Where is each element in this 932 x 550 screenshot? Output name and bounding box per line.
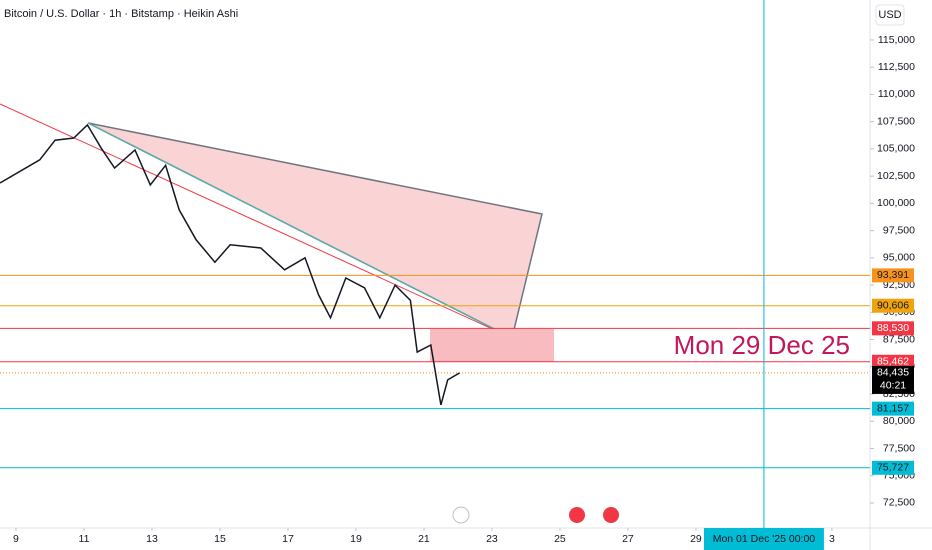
level-label-box [872, 460, 914, 475]
annotation: Mon 29 Dec 25 [674, 330, 850, 360]
x-tick-label: 29 [690, 533, 702, 545]
event-icon[interactable] [452, 506, 470, 524]
chart-title: Bitcoin / U.S. Dollar · 1h · Bitstamp · … [4, 8, 238, 20]
x-tick-label: 21 [418, 533, 430, 545]
level-label: 90,606 [877, 299, 909, 311]
y-tick-label: 95,000 [883, 252, 915, 264]
x-tick-label: 15 [214, 533, 226, 545]
x-tick-label: 23 [486, 533, 498, 545]
currency-button[interactable] [875, 4, 905, 26]
crosshair-label-box [703, 528, 824, 550]
y-tick-label: 102,500 [877, 170, 915, 182]
y-tick-label: 87,500 [883, 333, 915, 345]
y-tick-label: 107,500 [877, 115, 915, 127]
level-label: 88,530 [877, 322, 909, 334]
level-label-box [872, 321, 914, 336]
triangle-edge [87, 122, 513, 339]
x-tick-label: 27 [622, 533, 634, 545]
trendline [0, 103, 513, 339]
y-tick-label: 105,000 [877, 143, 915, 155]
level-label-box [872, 365, 914, 394]
x-tick-label: 19 [350, 533, 362, 545]
x-tick-label: 11 [79, 533, 90, 545]
level-label-box [872, 354, 914, 369]
currency[interactable]: USD [878, 9, 901, 21]
event-icon[interactable] [603, 507, 619, 523]
level-label-box [872, 401, 914, 416]
level-label: 75,727 [877, 462, 909, 474]
level-label: 93,391 [877, 269, 909, 281]
y-tick-label: 110,000 [878, 88, 915, 100]
y-tick-label: 115,000 [878, 34, 915, 46]
crosshair-label: Mon 01 Dec '25 00:00 [713, 533, 816, 545]
y-tick-label: 112,500 [878, 61, 915, 73]
x-tick-label: 9 [13, 533, 19, 545]
y-tick-label: 100,000 [877, 197, 915, 209]
level-label-box [872, 268, 914, 283]
x-tick-label: 3 [829, 533, 835, 545]
level-label: 81,157 [877, 402, 909, 414]
y-tick-label: 97,500 [883, 224, 915, 236]
level-label: 85,462 [877, 356, 909, 368]
y-tick-label: 80,000 [883, 415, 915, 427]
x-tick-label: 13 [146, 533, 158, 545]
x-tick-label: 25 [554, 533, 566, 545]
level-label: 84,435 [877, 367, 909, 379]
level-label-box [872, 298, 914, 313]
price-line [0, 123, 460, 406]
zone-rect [430, 329, 554, 362]
x-tick-label: 17 [282, 533, 294, 545]
y-tick-label: 72,500 [883, 497, 915, 509]
countdown: 40:21 [880, 380, 906, 392]
event-icon[interactable] [569, 507, 585, 523]
y-tick-label: 77,500 [883, 442, 915, 454]
